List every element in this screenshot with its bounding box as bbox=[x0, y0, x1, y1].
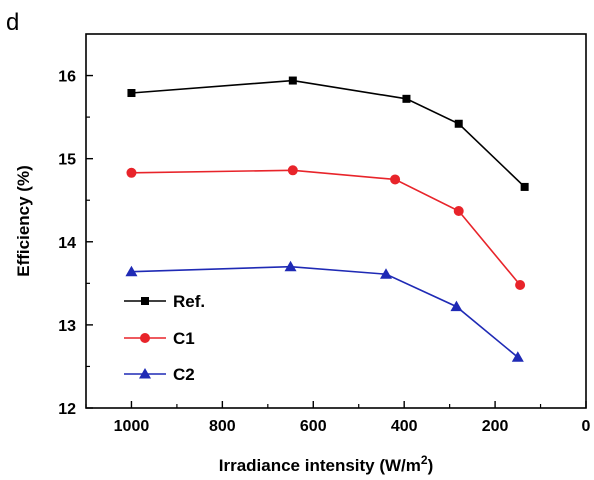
x-tick-label: 600 bbox=[300, 418, 327, 435]
data-point bbox=[126, 167, 137, 178]
data-point bbox=[125, 265, 138, 277]
x-tick-label: 200 bbox=[482, 418, 509, 435]
data-point bbox=[520, 182, 529, 191]
series-line bbox=[131, 79, 526, 188]
data-point bbox=[511, 351, 524, 362]
legend: Ref. C1 C2 bbox=[124, 292, 205, 384]
series-layer bbox=[125, 76, 529, 362]
data-point bbox=[390, 174, 401, 185]
legend-marker bbox=[139, 368, 151, 379]
x-axis-label: Irradiance intensity (W/m2) bbox=[219, 453, 434, 475]
data-point bbox=[287, 165, 298, 176]
data-point bbox=[402, 94, 411, 103]
x-axis-label-main: Irradiance intensity (W/m bbox=[219, 456, 421, 475]
panel-label: d bbox=[6, 9, 19, 36]
series-c1 bbox=[126, 165, 526, 290]
y-tick-label: 16 bbox=[58, 69, 76, 86]
x-tick-label: 800 bbox=[209, 418, 236, 435]
x-tick-label: 1000 bbox=[114, 418, 150, 435]
x-axis-label-end: ) bbox=[428, 456, 434, 475]
y-tick-label: 15 bbox=[58, 152, 76, 169]
legend-marker bbox=[141, 297, 149, 305]
series-c2 bbox=[125, 260, 524, 362]
data-point bbox=[515, 279, 526, 290]
legend-label: Ref. bbox=[173, 292, 205, 311]
x-tick-label: 400 bbox=[391, 418, 418, 435]
x-tick-label: 0 bbox=[582, 418, 591, 435]
y-axis-label: Efficiency (%) bbox=[14, 165, 33, 276]
legend-item: C2 bbox=[124, 365, 195, 384]
data-point bbox=[450, 300, 463, 312]
y-tick-label: 14 bbox=[58, 235, 76, 252]
data-point bbox=[288, 76, 297, 85]
series-line bbox=[131, 169, 521, 286]
y-tick-label: 13 bbox=[58, 318, 76, 335]
data-point bbox=[453, 206, 464, 217]
y-tick-label: 12 bbox=[58, 401, 76, 418]
legend-label: C1 bbox=[173, 329, 195, 348]
plot-frame bbox=[85, 33, 587, 409]
data-point bbox=[284, 260, 297, 272]
x-axis-label-superscript: 2 bbox=[421, 453, 428, 467]
legend-item: Ref. bbox=[124, 292, 205, 311]
data-point bbox=[127, 89, 136, 98]
series-ref bbox=[127, 76, 529, 191]
legend-label: C2 bbox=[173, 365, 195, 384]
legend-marker bbox=[140, 333, 150, 343]
data-point bbox=[454, 119, 463, 128]
legend-item: C1 bbox=[124, 329, 195, 348]
data-point bbox=[380, 268, 392, 279]
axis-ticks: 1000 800 600 400 200 0 12 13 14 15 16 bbox=[58, 69, 590, 435]
